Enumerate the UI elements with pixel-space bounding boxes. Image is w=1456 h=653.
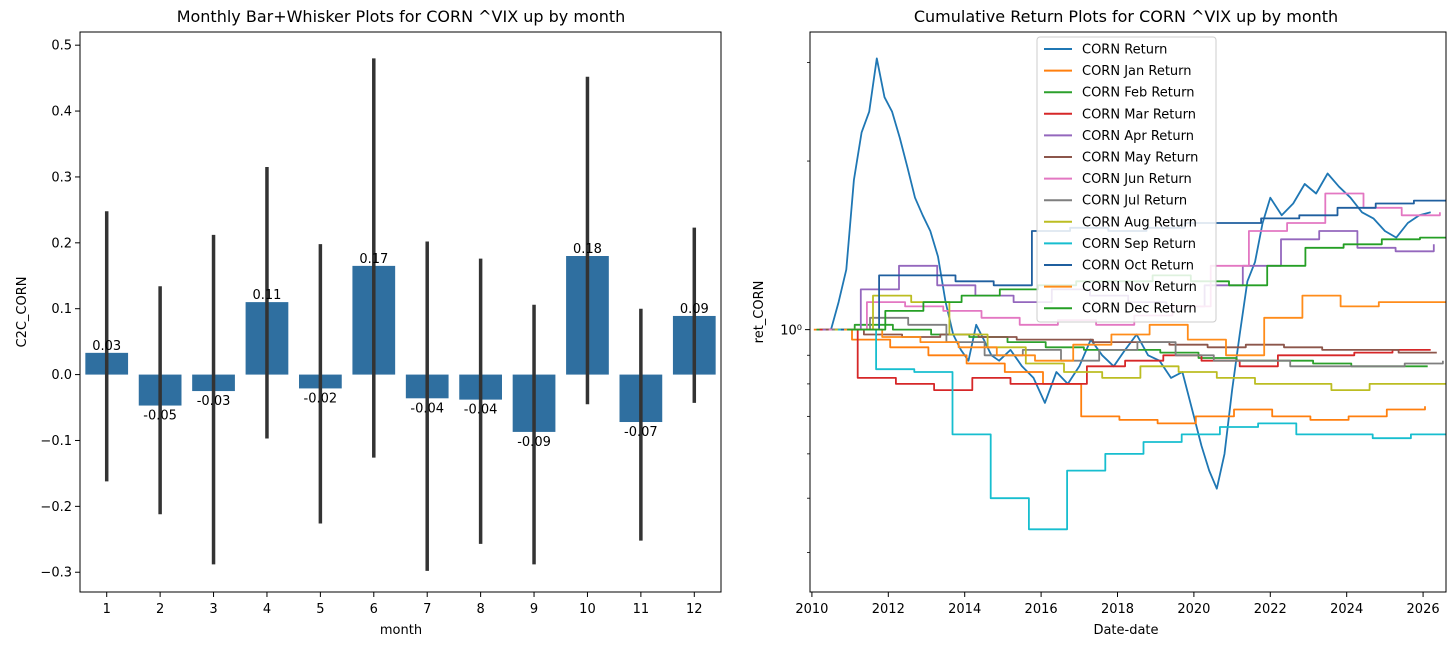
legend-entry-label: CORN Dec Return	[1082, 302, 1197, 317]
bar-chart-y-ticks: −0.3 −0.2 −0.1 0.0 0.1 0.2 0.3 0.4 0.5	[40, 39, 80, 581]
x-tick-label: 4	[263, 602, 271, 617]
bar-chart-x-ticks: 1 2 3 4 5 6 7 8 9 10 11 12	[103, 592, 703, 617]
bar-value-label: -0.03	[197, 394, 231, 409]
x-tick-label: 2018	[1101, 602, 1134, 617]
series-line-corn-jan-return	[813, 328, 1426, 425]
x-tick-label: 2014	[948, 602, 981, 617]
x-tick-label: 2024	[1330, 602, 1363, 617]
bar-value-label: -0.09	[517, 435, 551, 450]
y-tick-label: 0.3	[51, 170, 72, 185]
x-tick-label: 5	[316, 602, 324, 617]
legend-entry-label: CORN Return	[1082, 43, 1167, 58]
bar-value-labels: 0.03 -0.05 -0.03 0.11 -0.02 0.17 -0.04 -0.04 -0.…	[92, 242, 709, 450]
x-tick-label: 6	[370, 602, 378, 617]
line-chart-y-ticks: 10⁰	[780, 62, 810, 553]
bar-value-label: -0.04	[410, 401, 444, 416]
bar-value-label: 0.09	[680, 302, 709, 317]
x-tick-label: 2020	[1177, 602, 1210, 617]
series-line-corn-jul-return	[831, 316, 1444, 368]
x-tick-label: 1	[103, 602, 111, 617]
legend-entry-label: CORN Apr Return	[1082, 129, 1194, 144]
y-tick-label: −0.2	[40, 500, 72, 515]
x-tick-label: 2016	[1025, 602, 1058, 617]
legend-entry-label: CORN Mar Return	[1082, 107, 1196, 122]
legend-entry-label: CORN Aug Return	[1082, 215, 1197, 230]
series-line-corn-mar-return	[819, 328, 1431, 391]
x-tick-label: 7	[423, 602, 431, 617]
y-tick-label: 0.2	[51, 236, 72, 251]
bar-value-label: 0.18	[573, 242, 602, 257]
series-line-corn-sep-return	[837, 328, 1446, 531]
line-chart-x-axis-label: Date-date	[1093, 623, 1158, 638]
legend-entry-label: CORN Sep Return	[1082, 237, 1196, 252]
series-line-corn-may-return	[825, 328, 1437, 354]
bar-value-label: -0.04	[464, 403, 498, 418]
legend-entry-label: CORN Jun Return	[1082, 172, 1192, 187]
y-tick-label: 0.4	[51, 105, 72, 120]
x-tick-label: 2	[156, 602, 164, 617]
line-chart-y-axis-label: ret_CORN	[752, 281, 767, 344]
line-chart-title: Cumulative Return Plots for CORN ^VIX up…	[914, 7, 1338, 26]
y-tick-label: 0.5	[51, 39, 72, 54]
bar-group	[85, 256, 716, 432]
x-tick-label: 2026	[1407, 602, 1440, 617]
legend-entry-label: CORN Feb Return	[1082, 86, 1195, 101]
y-tick-label: −0.1	[40, 434, 72, 449]
legend: CORN Return CORN Jan Return CORN Feb Retur…	[1036, 36, 1217, 323]
legend-entry-label: CORN Nov Return	[1082, 280, 1197, 295]
series-line-corn-feb-return	[816, 323, 1428, 368]
x-tick-label: 3	[209, 602, 217, 617]
bar-chart-y-axis-label: C2C_CORN	[15, 277, 30, 348]
bar-chart-panel: Monthly Bar+Whisker Plots for CORN ^VIX …	[15, 7, 722, 638]
y-tick-label: 10⁰	[780, 324, 802, 339]
y-tick-label: 0.0	[51, 368, 72, 383]
bar-value-label: 0.11	[252, 288, 281, 303]
bar-value-label: 0.17	[359, 252, 388, 267]
bar-chart-x-axis-label: month	[380, 623, 422, 638]
series-line-corn-return	[830, 57, 1431, 490]
x-tick-label: 2022	[1254, 602, 1287, 617]
legend-entry-label: CORN May Return	[1082, 151, 1198, 166]
y-tick-label: 0.1	[51, 302, 72, 317]
x-tick-label: 12	[686, 602, 703, 617]
bar-chart-title: Monthly Bar+Whisker Plots for CORN ^VIX …	[177, 7, 626, 26]
line-chart-x-ticks: 2010 2012 2014 2016 2018 2020 2022 2024 2026	[795, 592, 1440, 617]
bar-value-label: -0.05	[143, 409, 177, 424]
x-tick-label: 9	[530, 602, 538, 617]
x-tick-label: 11	[633, 602, 650, 617]
legend-entry-label: CORN Jan Return	[1082, 64, 1192, 79]
legend-entry-label: CORN Jul Return	[1082, 194, 1187, 209]
legend-entry-label: CORN Oct Return	[1082, 259, 1194, 274]
x-tick-label: 2012	[872, 602, 905, 617]
bar-value-label: -0.02	[304, 391, 338, 406]
legend-box	[1036, 36, 1217, 323]
line-chart-panel: Cumulative Return Plots for CORN ^VIX up…	[752, 7, 1447, 638]
x-tick-label: 2010	[795, 602, 828, 617]
line-chart-axes-frame	[809, 31, 1447, 593]
bar-value-label: -0.07	[624, 425, 658, 440]
x-tick-label: 10	[579, 602, 596, 617]
x-tick-label: 8	[476, 602, 484, 617]
whisker-group	[104, 58, 697, 571]
y-tick-label: −0.3	[40, 566, 72, 581]
bar-chart-axes-frame	[79, 31, 722, 593]
bar-value-label: 0.03	[92, 339, 121, 354]
series-line-corn-nov-return	[844, 294, 1446, 362]
